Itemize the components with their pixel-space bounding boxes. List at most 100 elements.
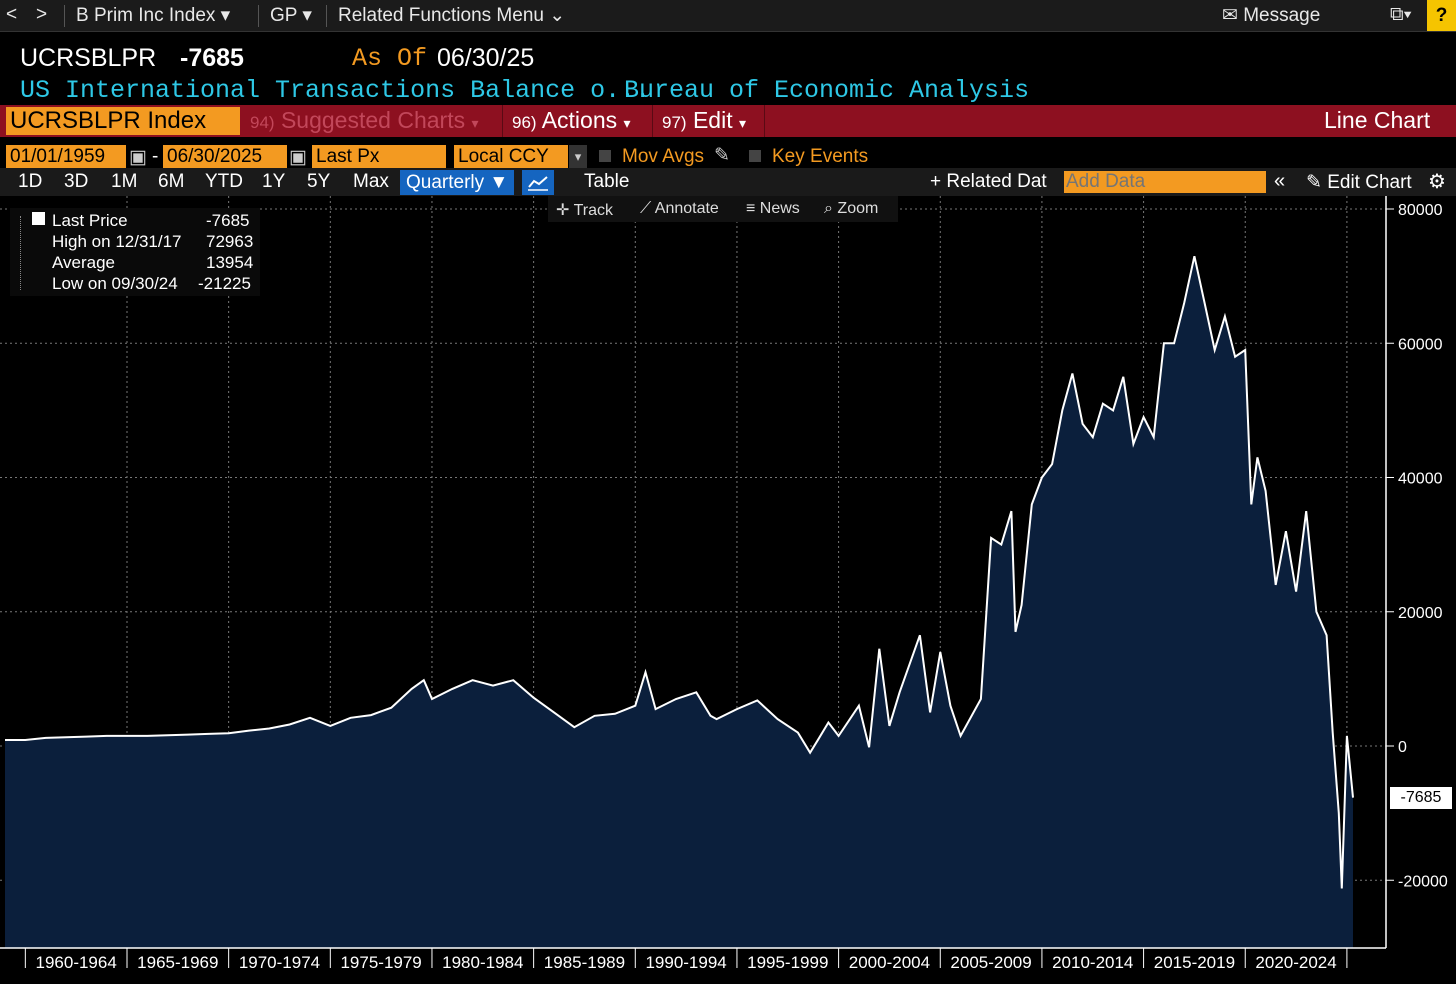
annotate-icon: ⟋ xyxy=(640,200,652,217)
related-data-button[interactable]: + Related Dat xyxy=(930,171,1047,192)
range-1m[interactable]: 1M xyxy=(111,171,138,192)
last-value: -7685 xyxy=(180,44,244,72)
range-max[interactable]: Max xyxy=(353,171,389,192)
double-chevron-down-icon: ⌄ xyxy=(549,5,566,26)
legend-last-value: -7685 xyxy=(206,211,250,230)
key-events-label[interactable]: Key Events xyxy=(772,146,869,167)
range-3d[interactable]: 3D xyxy=(64,171,89,192)
x-tick-label: 2000-2004 xyxy=(849,953,930,972)
range-5y[interactable]: 5Y xyxy=(307,171,331,192)
chart-tools: ✛ Track ⟋ Annotate ≡ News ⌕ Zoom xyxy=(548,196,898,222)
security-input[interactable]: UCRSBLPR Index xyxy=(6,107,240,135)
magnifier-icon: ⌕ xyxy=(824,200,833,217)
help-button[interactable]: ? xyxy=(1427,0,1456,31)
y-axis-ticks: 80000 60000 40000 20000 0 -20000 xyxy=(1386,202,1448,890)
key-events-checkbox[interactable] xyxy=(749,150,761,162)
range-1d[interactable]: 1D xyxy=(18,171,43,192)
x-tick-label: 1965-1969 xyxy=(137,953,218,972)
chevron-down-icon: ▾ xyxy=(302,5,312,26)
as-of-label: As Of xyxy=(352,44,428,73)
y-tick-label: 20000 xyxy=(1398,605,1443,622)
zoom-button[interactable]: ⌕ Zoom xyxy=(824,200,879,217)
security-description: US International Transactions Balance o.… xyxy=(20,76,651,105)
chevron-down-icon: ▾ xyxy=(220,5,231,26)
area-fill xyxy=(5,256,1353,948)
top-nav-bar: < > B Prim Inc Index ▾ GP ▾ Related Func… xyxy=(0,0,1456,32)
x-tick-label: 2010-2014 xyxy=(1052,953,1133,972)
x-tick-label: 1990-1994 xyxy=(645,953,726,972)
security-selector[interactable]: B Prim Inc Index ▾ xyxy=(76,5,231,26)
envelope-icon: ✉ xyxy=(1222,5,1238,26)
edit-chart-button[interactable]: ✎ Edit Chart xyxy=(1306,172,1412,193)
calendar-icon[interactable]: ▣ xyxy=(289,147,307,168)
mov-avgs-label[interactable]: Mov Avgs xyxy=(622,146,705,167)
gear-icon[interactable]: ⚙ xyxy=(1428,171,1446,193)
x-tick-label: 1980-1984 xyxy=(442,953,523,972)
related-functions-menu[interactable]: Related Functions Menu ⌄ xyxy=(338,5,566,26)
x-tick-label: 2015-2019 xyxy=(1154,953,1235,972)
start-date-field[interactable]: 01/01/1959 xyxy=(6,145,126,168)
x-tick-label: 1970-1974 xyxy=(239,953,320,972)
add-data-input[interactable] xyxy=(1064,171,1266,193)
calendar-icon[interactable]: ▣ xyxy=(129,147,147,168)
y-tick-label: -20000 xyxy=(1398,873,1448,890)
table-button[interactable]: Table xyxy=(584,171,630,192)
legend-high-value: 72963 xyxy=(206,232,254,251)
window-options-icon[interactable]: ⧉▾ xyxy=(1390,4,1412,25)
legend-high-label: High on 12/31/17 xyxy=(52,232,182,251)
forward-arrow-icon[interactable]: > xyxy=(36,4,48,25)
y-tick-label: 0 xyxy=(1398,739,1407,756)
legend-avg-value: 13954 xyxy=(206,253,254,272)
news-button[interactable]: ≡ News xyxy=(746,200,800,217)
x-tick-label: 1975-1979 xyxy=(340,953,421,972)
y-tick-label: 40000 xyxy=(1398,471,1443,488)
data-source: Bureau of Economic Analysis xyxy=(624,76,1030,105)
chevron-down-icon: ▾ xyxy=(623,115,631,131)
range-1y[interactable]: 1Y xyxy=(262,171,286,192)
pencil-icon[interactable]: ✎ xyxy=(714,145,730,166)
message-button[interactable]: ✉ Message xyxy=(1222,5,1321,26)
line-chart-icon[interactable] xyxy=(522,170,554,195)
x-tick-label: 1985-1989 xyxy=(544,953,625,972)
y-tick-label: 60000 xyxy=(1398,336,1443,353)
mov-avgs-checkbox[interactable] xyxy=(599,150,611,162)
chart-type-label: Line Chart xyxy=(1324,107,1431,133)
range-ytd[interactable]: YTD xyxy=(205,171,243,192)
collapse-icon[interactable]: « xyxy=(1274,170,1286,192)
legend-low-value: -21225 xyxy=(198,274,251,293)
end-date-field[interactable]: 06/30/2025 xyxy=(163,145,287,168)
chart-legend: Last Price -7685 High on 12/31/17 72963 … xyxy=(10,208,260,296)
field-selector[interactable]: Last Px xyxy=(312,145,446,168)
range-6m[interactable]: 6M xyxy=(158,171,185,192)
last-value-axis-label: -7685 xyxy=(1390,787,1452,809)
legend-avg-label: Average xyxy=(52,253,116,272)
pencil-icon: ✎ xyxy=(1306,172,1322,193)
chevron-down-icon: ▾ xyxy=(739,115,747,131)
currency-selector[interactable]: Local CCY xyxy=(454,145,568,168)
legend-last-label: Last Price xyxy=(52,211,128,230)
date-range-dash: - xyxy=(152,146,159,167)
price-line xyxy=(5,255,1354,889)
legend-low-label: Low on 09/30/24 xyxy=(52,274,178,293)
suggested-charts-button[interactable]: 94) Suggested Charts ▾ xyxy=(250,107,479,133)
edit-button[interactable]: 97) Edit ▾ xyxy=(662,107,747,133)
back-arrow-icon[interactable]: < xyxy=(6,4,18,25)
ticker-label: UCRSBLPR xyxy=(20,44,157,72)
annotate-button[interactable]: ⟋ Annotate xyxy=(640,200,719,217)
legend-tree-line xyxy=(20,216,22,290)
chevron-down-icon[interactable]: ▾ xyxy=(569,145,587,168)
y-tick-label: 80000 xyxy=(1398,202,1443,219)
x-axis-ticks: 1960-1964 1965-1969 1970-1974 1975-1979 1980… xyxy=(24,948,1348,972)
x-tick-label: 2005-2009 xyxy=(950,953,1031,972)
period-selector[interactable]: Quarterly ▼ xyxy=(400,170,514,195)
crosshair-icon: ✛ xyxy=(556,202,570,219)
function-selector[interactable]: GP ▾ xyxy=(270,5,312,26)
as-of-date: 06/30/25 xyxy=(437,44,535,72)
actions-button[interactable]: 96) Actions ▾ xyxy=(512,107,631,133)
x-tick-label: 2020-2024 xyxy=(1255,953,1336,972)
track-button[interactable]: ✛ Track xyxy=(556,202,613,219)
news-icon: ≡ xyxy=(746,200,756,217)
function-bar xyxy=(0,105,1456,137)
last-price-swatch xyxy=(32,212,45,225)
